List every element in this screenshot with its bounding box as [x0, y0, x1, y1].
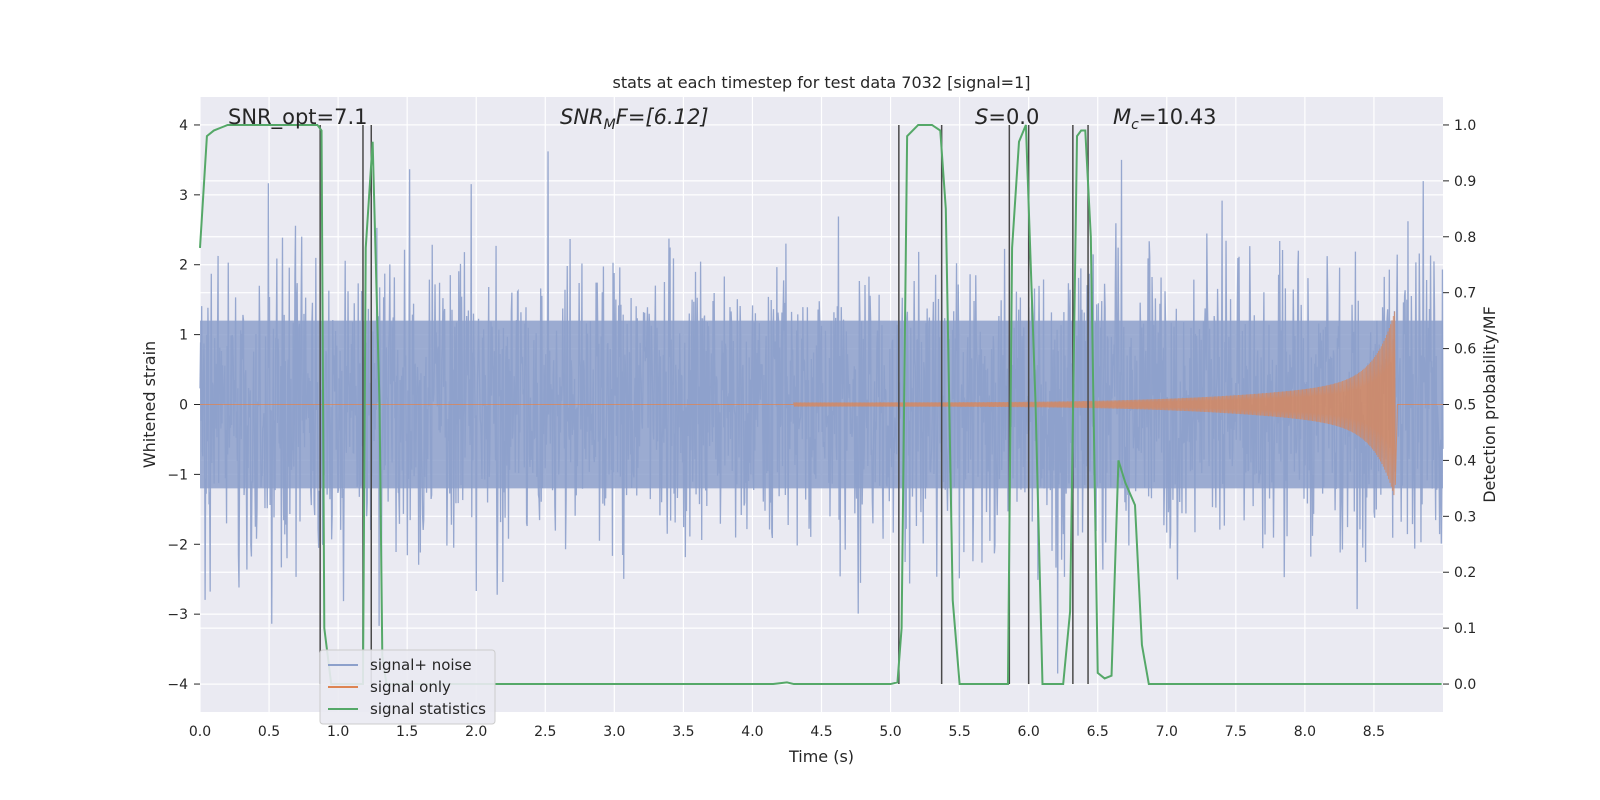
- y2-tick-label: 0.2: [1454, 565, 1476, 581]
- s-annotation: S=0.0: [975, 105, 1039, 129]
- x-tick-label: 6.5: [1087, 724, 1109, 740]
- y-tick-label: 1: [179, 328, 188, 344]
- x-tick-label: 3.5: [672, 724, 694, 740]
- snr-opt-annotation: SNR_opt=7.1: [228, 105, 368, 130]
- y2-axis-label: Detection probability/MF: [1480, 306, 1499, 503]
- x-tick-label: 8.0: [1294, 724, 1316, 740]
- legend-label-signal: signal only: [370, 678, 451, 696]
- mc-subscript: c: [1131, 117, 1139, 133]
- x-tick-label: 4.0: [741, 724, 763, 740]
- x-tick-label: 5.5: [948, 724, 970, 740]
- y2-tick-label: 1.0: [1454, 118, 1476, 134]
- y-axis-ticks: −4 −3 −2 −1 0 1 2 3 4: [167, 118, 200, 693]
- x-tick-label: 0.0: [189, 724, 211, 740]
- y2-tick-label: 0.0: [1454, 677, 1476, 693]
- y2-tick-label: 0.8: [1454, 230, 1476, 246]
- snr-mf-prefix: SNR: [560, 105, 604, 129]
- x-axis-label: Time (s): [788, 747, 854, 766]
- y2-axis-ticks: 0.0 0.1 0.2 0.3 0.4 0.5 0.6 0.7 0.8 0.9 1.0: [1443, 118, 1476, 693]
- signal-series: [200, 311, 1443, 496]
- y-tick-label: −4: [167, 677, 188, 693]
- y-axis-label: Whitened strain: [140, 341, 159, 468]
- snr-mf-annotation: SNRMF=[6.12]: [560, 105, 709, 133]
- x-tick-label: 7.5: [1225, 724, 1247, 740]
- y-tick-label: 0: [179, 398, 188, 414]
- x-tick-label: 4.5: [810, 724, 832, 740]
- y2-tick-label: 0.1: [1454, 621, 1476, 637]
- legend-label-statistics: signal statistics: [370, 700, 486, 718]
- snr-mf-subscript: M: [604, 117, 616, 133]
- annotations: SNR_opt=7.1 SNRMF=[6.12] S=0.0 Mc=10.43: [228, 105, 1217, 133]
- x-tick-label: 3.0: [603, 724, 625, 740]
- legend-box: [319, 649, 496, 725]
- mc-annotation: Mc=10.43: [1113, 105, 1217, 133]
- y2-tick-label: 0.5: [1454, 398, 1476, 414]
- x-axis-ticks: 0.0 0.5 1.0 1.5 2.0 2.5 3.0 3.5 4.0 4.5 5.0 5.5 6.0 6…: [189, 724, 1385, 740]
- y2-tick-label: 0.7: [1454, 286, 1476, 302]
- y-tick-label: −3: [167, 607, 188, 623]
- y2-tick-label: 0.3: [1454, 509, 1476, 525]
- x-tick-label: 5.0: [879, 724, 901, 740]
- x-tick-label: 1.0: [327, 724, 349, 740]
- x-tick-label: 2.5: [534, 724, 556, 740]
- y-tick-label: −1: [167, 467, 188, 483]
- y-tick-label: 3: [179, 188, 188, 204]
- y-tick-label: 2: [179, 258, 188, 274]
- signal-line: [200, 311, 1443, 496]
- y2-tick-label: 0.6: [1454, 342, 1476, 358]
- chart-title: stats at each timestep for test data 703…: [612, 73, 1030, 92]
- snr-mf-suffix: F=[6.12]: [616, 105, 709, 129]
- x-tick-label: 1.5: [396, 724, 418, 740]
- y2-tick-label: 0.4: [1454, 453, 1476, 469]
- mc-prefix: M: [1113, 105, 1131, 129]
- y-tick-label: −2: [167, 537, 188, 553]
- legend: signal+ noise signal only signal statist…: [319, 649, 496, 725]
- x-tick-label: 7.0: [1156, 724, 1178, 740]
- x-tick-label: 8.5: [1363, 724, 1385, 740]
- mc-value: =10.43: [1139, 105, 1217, 129]
- x-tick-label: 2.0: [465, 724, 487, 740]
- x-tick-label: 6.0: [1018, 724, 1040, 740]
- y-tick-label: 4: [179, 118, 188, 134]
- s-value: =0.0: [988, 105, 1039, 129]
- s-label: S: [975, 105, 988, 129]
- x-tick-label: 0.5: [258, 724, 280, 740]
- y2-tick-label: 0.9: [1454, 174, 1476, 190]
- legend-label-noise: signal+ noise: [370, 656, 472, 674]
